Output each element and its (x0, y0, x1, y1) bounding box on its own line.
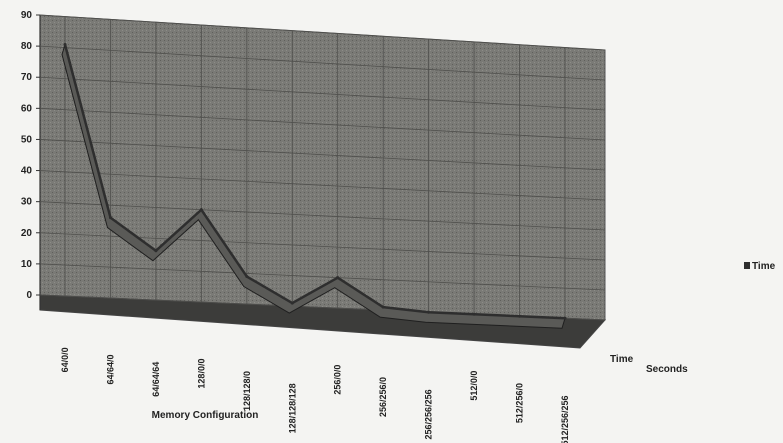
x-tick-label: 128/128/0 (242, 371, 252, 411)
depth-axis-label: Time (610, 354, 634, 365)
x-tick-label: 512/256/256 (560, 395, 570, 443)
gridline-h (39, 76, 606, 111)
legend: Time (744, 261, 776, 272)
data-point (472, 312, 476, 316)
data-point (154, 249, 158, 253)
x-axis-title: Memory Configuration (152, 410, 259, 421)
data-point (518, 314, 522, 318)
x-tick-label: 64/64/64 (151, 362, 161, 397)
y-tick-label: 80 (21, 41, 33, 52)
y-tick-label: 30 (21, 197, 33, 208)
x-tick-label: 64/64/0 (105, 355, 115, 385)
data-point (108, 216, 112, 220)
y-tick-label: 70 (21, 72, 33, 83)
data-point (427, 310, 431, 314)
data-series (61, 42, 567, 329)
data-point (199, 208, 203, 212)
y-tick-label: 10 (21, 259, 33, 270)
data-point (563, 316, 567, 320)
x-tick-label: 512/256/0 (515, 383, 525, 423)
data-point (63, 43, 67, 47)
x-tick-label: 256/256/0 (378, 377, 388, 417)
gridline-h (39, 139, 606, 171)
gridline-h (39, 45, 606, 81)
y-tick-label: 90 (21, 10, 33, 21)
data-point (290, 301, 294, 305)
y-axis-ticks: 0 10 20 30 40 50 60 70 80 90 (21, 10, 40, 301)
y-tick-label: 60 (21, 103, 33, 114)
x-tick-label: 128/0/0 (196, 359, 206, 389)
legend-label: Time (752, 261, 776, 272)
plot-back-wall (39, 14, 606, 321)
x-tick-label: 64/0/0 (60, 347, 70, 372)
data-point (245, 275, 249, 279)
gridline-h (39, 201, 606, 231)
x-tick-label: 256/0/0 (333, 365, 343, 395)
gridline-h (39, 107, 606, 141)
x-tick-label: 512/0/0 (469, 371, 479, 401)
y-tick-label: 0 (26, 290, 32, 301)
gridline-h (39, 263, 606, 291)
data-point (336, 276, 340, 280)
series-line (63, 44, 566, 320)
x-tick-label: 128/128/128 (287, 383, 297, 433)
y-tick-label: 20 (21, 228, 33, 239)
gridline-h (39, 170, 606, 201)
y-tick-label: 40 (21, 166, 33, 177)
x-axis-ticks: 64/0/0 64/64/0 64/64/64 128/0/0 128/128/0 128… (60, 347, 570, 443)
x-tick-label: 256/256/256 (424, 389, 434, 439)
gridline-h (39, 14, 606, 51)
data-point (381, 305, 385, 309)
legend-swatch (744, 262, 750, 269)
y-tick-label: 50 (21, 134, 33, 145)
depth-axis-unit: Seconds (646, 364, 688, 375)
